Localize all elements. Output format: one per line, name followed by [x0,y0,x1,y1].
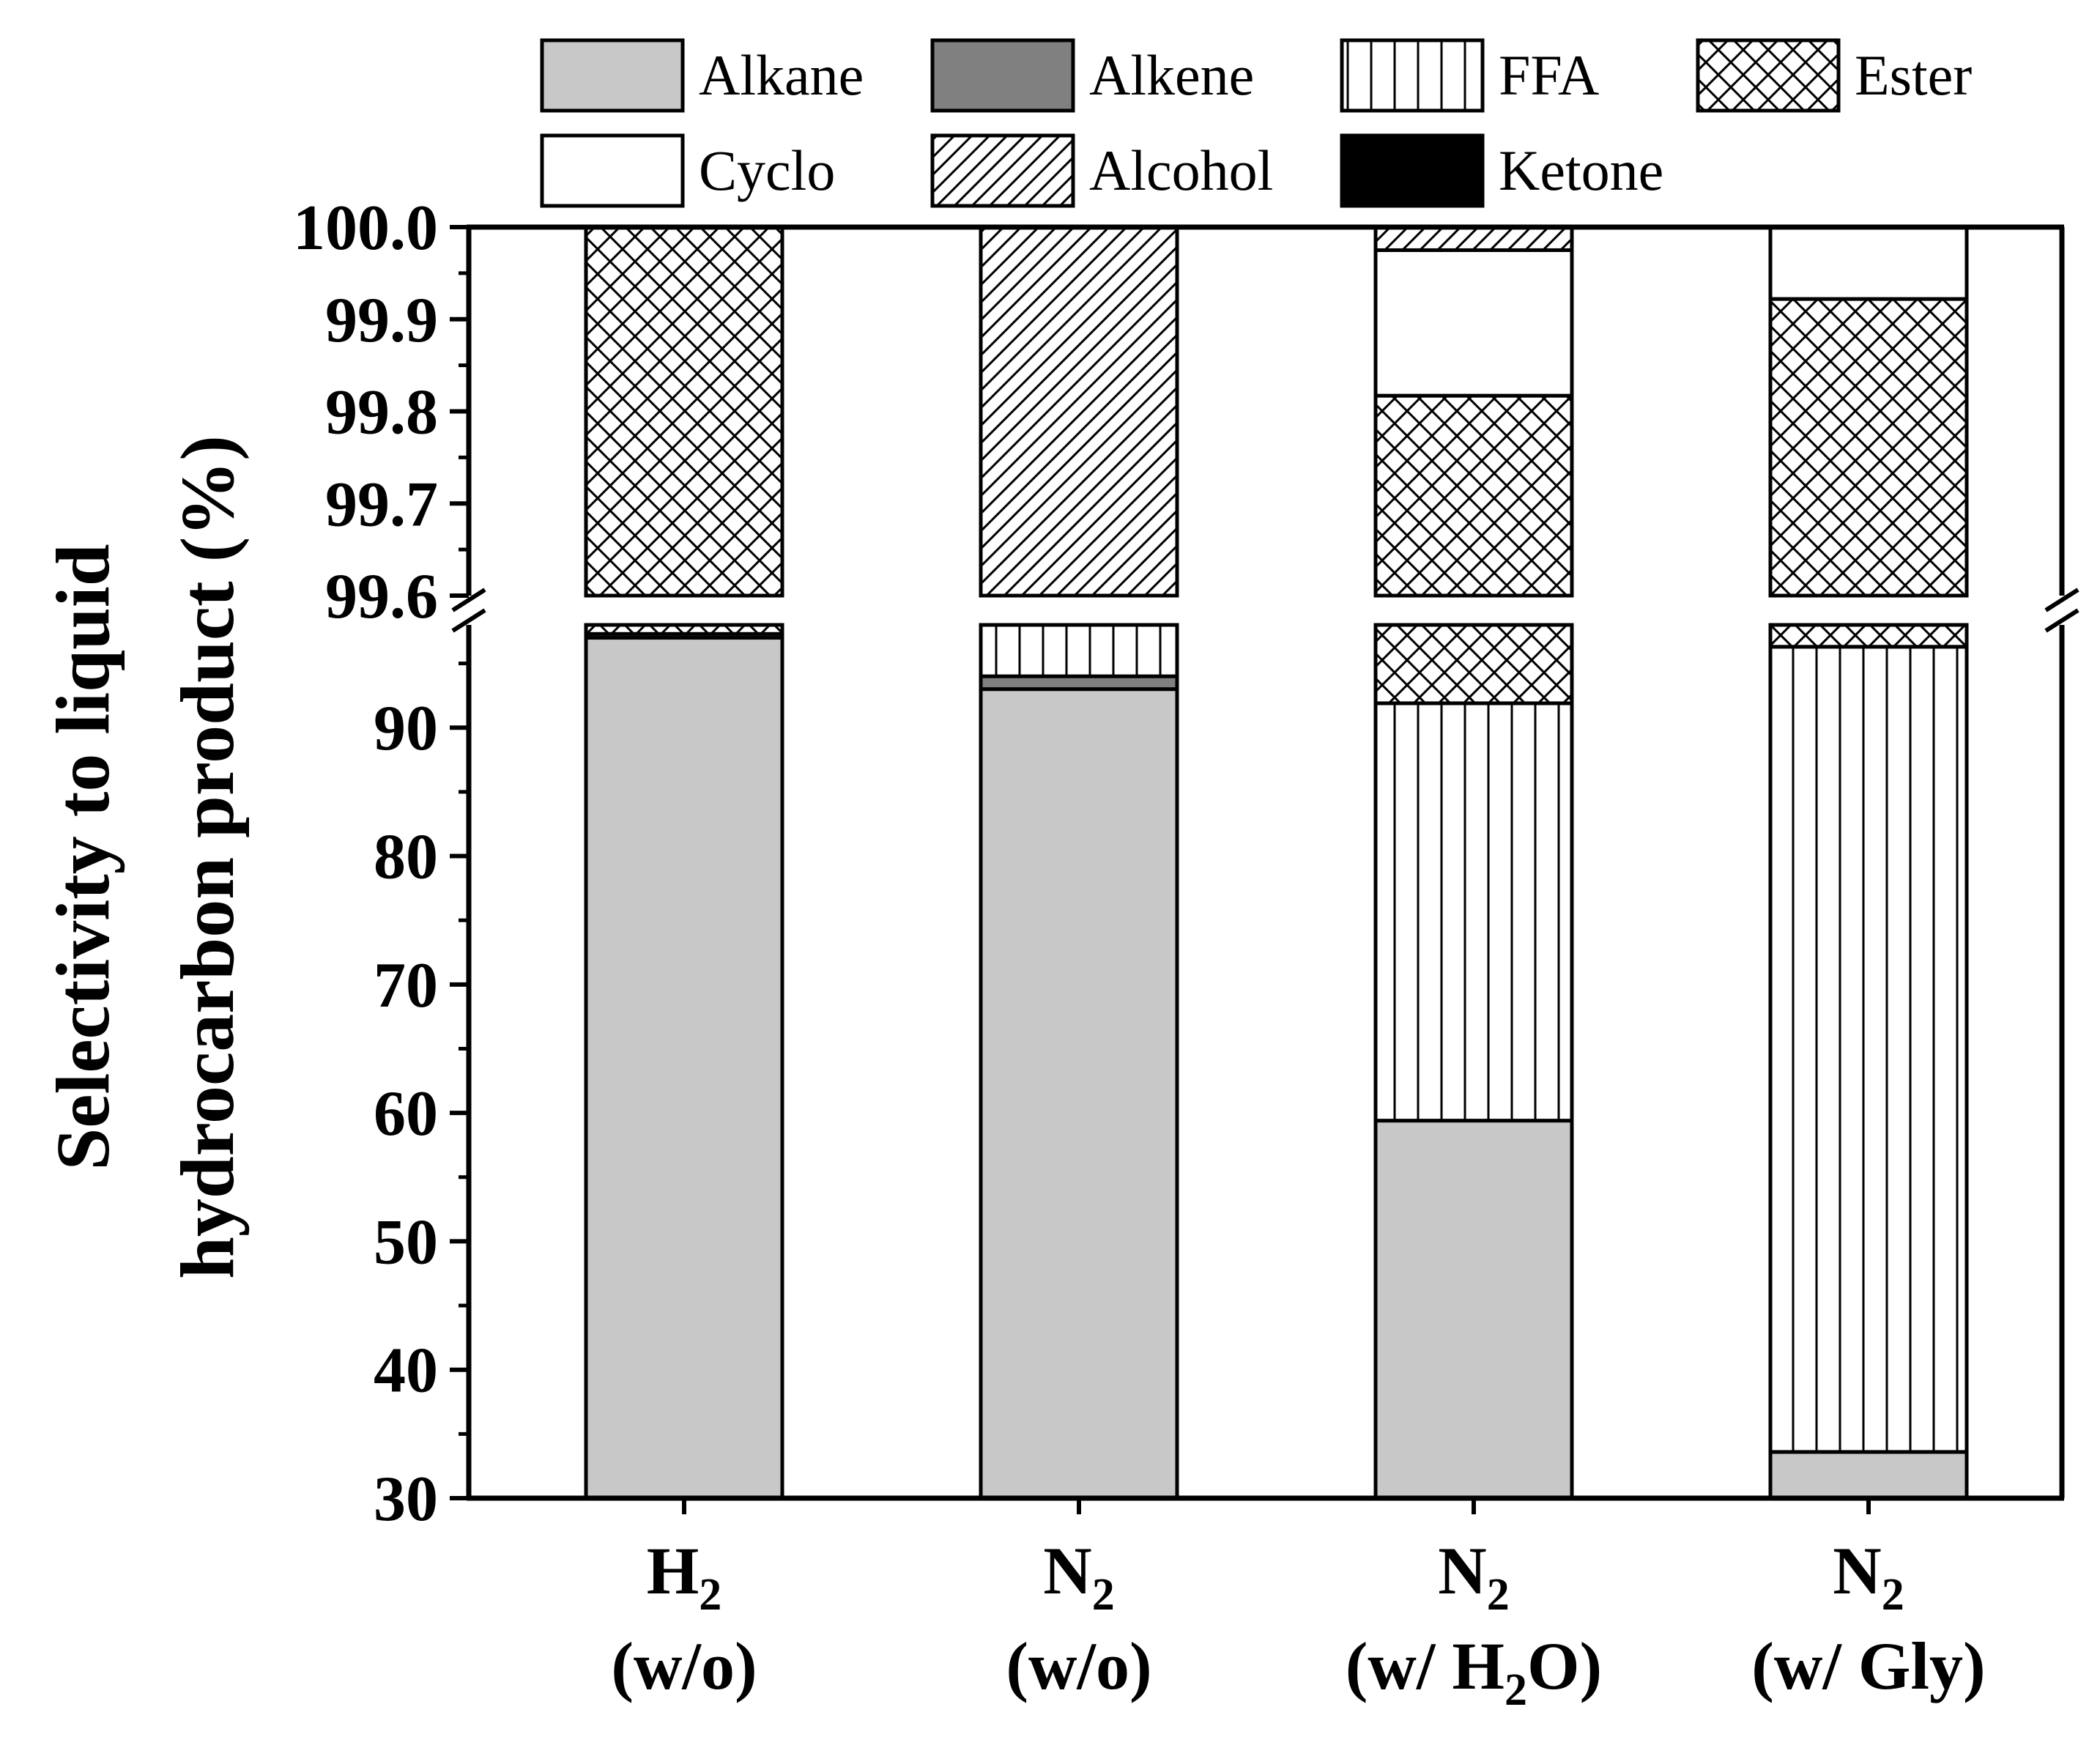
bar-ester-lower-3 [1373,623,1574,705]
x-tick-label-condition: (w/o) [1006,1629,1151,1703]
y-tick-label: 80 [374,822,438,893]
bar-cyclo-upper-4 [1768,225,1969,301]
axis-break-mark-upper-right [2044,588,2079,612]
bar-alkene-lower-2 [979,674,1179,692]
bar-ester-lower-4 [1768,623,1969,649]
x-label-condition: (w/ Gly) [1751,1629,1985,1703]
y-axis-title-line1: Selectivity to liquid [41,544,125,1170]
bar-cyclo-upper-3 [1373,248,1574,398]
legend-label-cyclo: Cyclo [699,138,835,202]
bar-ester-upper-4 [1768,297,1969,598]
legend-label-ketone: Ketone [1499,138,1663,202]
bar-ffa-lower-3 [1373,701,1574,1123]
x-label-condition-suffix: O) [1527,1629,1602,1703]
y-tick-label: 40 [374,1336,438,1407]
y-axis-title-line2: hydrocarbon product (%) [166,435,250,1279]
x-tick-label-gas: H2 [647,1533,722,1620]
y-tick-label: 70 [374,950,438,1021]
legend-label-ffa: FFA [1499,43,1599,107]
bar-alkane-lower-4 [1768,1450,1969,1500]
x-label-condition: (w/o) [611,1629,757,1703]
legend-label-alkene: Alkene [1089,43,1254,107]
x-label-gas-subscript: 2 [1487,1570,1510,1620]
legend-swatch-ester [1696,38,1841,113]
x-label-gas: N [1043,1533,1091,1608]
bar-ester-upper-1 [584,225,784,598]
legend-swatch-alkane [540,38,685,113]
bars-group [584,225,1969,1500]
legend-swatch-cyclo [540,133,685,208]
x-label-gas-subscript: 2 [1882,1570,1904,1620]
y-tick-label: 50 [374,1207,438,1278]
x-label-condition: (w/o) [1006,1629,1151,1703]
x-tick-label-condition: (w/ Gly) [1751,1629,1985,1703]
x-label-gas-subscript: 2 [1092,1570,1115,1620]
x-tick-label-gas: N2 [1833,1533,1904,1620]
bar-ester-lower-1 [584,623,784,636]
x-tick-label-condition: (w/ H2O) [1346,1629,1602,1715]
bar-alkane-lower-3 [1373,1119,1574,1500]
y-tick-label: 90 [374,693,438,764]
bar-alkane-lower-2 [979,687,1179,1500]
legend-label-ester: Ester [1855,43,1972,107]
legend-swatch-ketone [1340,133,1485,208]
legend-label-alkane: Alkane [699,43,864,107]
axis-break-mark-lower-left [451,608,486,633]
y-tick-label: 30 [374,1464,438,1535]
legend: Alkane Alkene FFA Ester Cyclo Alcohol Ketone [540,38,1972,208]
x-label-gas: N [1833,1533,1881,1608]
y-tick-label: 100.0 [293,193,438,264]
x-label-gas: H [647,1533,700,1608]
x-label-gas: N [1438,1533,1486,1608]
legend-swatch-alkene [930,38,1075,113]
bar-ffa-lower-2 [979,623,1179,678]
x-tick-label-gas: N2 [1438,1533,1509,1620]
legend-swatch-ffa [1340,38,1485,113]
y-axis-title: Selectivity to liquid hydrocarbon produc… [41,435,250,1279]
x-label-condition-subscript: 2 [1504,1665,1527,1715]
axis-break-mark-lower-right [2044,608,2079,633]
y-tick-label: 99.8 [325,377,438,448]
x-label-gas-subscript: 2 [699,1570,721,1620]
x-tick-label-gas: N2 [1043,1533,1114,1620]
legend-label-alcohol: Alcohol [1089,138,1273,202]
x-tick-label-condition: (w/o) [611,1629,757,1703]
bar-alcohol-upper-2 [979,225,1179,598]
axes-group: 3040506070809099.699.799.899.9100.0H2(w/… [293,193,2079,1715]
axis-break-mark-upper-left [451,588,486,612]
y-tick-label: 99.9 [325,285,438,356]
x-label-condition: (w/ H [1346,1629,1504,1703]
y-tick-label: 99.7 [325,469,438,540]
bar-alcohol-upper-3 [1373,225,1574,252]
y-tick-label: 99.6 [325,561,438,632]
legend-swatch-alcohol [930,133,1075,208]
bar-ffa-lower-4 [1768,645,1969,1454]
bar-ester-upper-3 [1373,393,1574,598]
bar-alkane-lower-1 [584,636,784,1500]
y-tick-label: 60 [374,1078,438,1149]
